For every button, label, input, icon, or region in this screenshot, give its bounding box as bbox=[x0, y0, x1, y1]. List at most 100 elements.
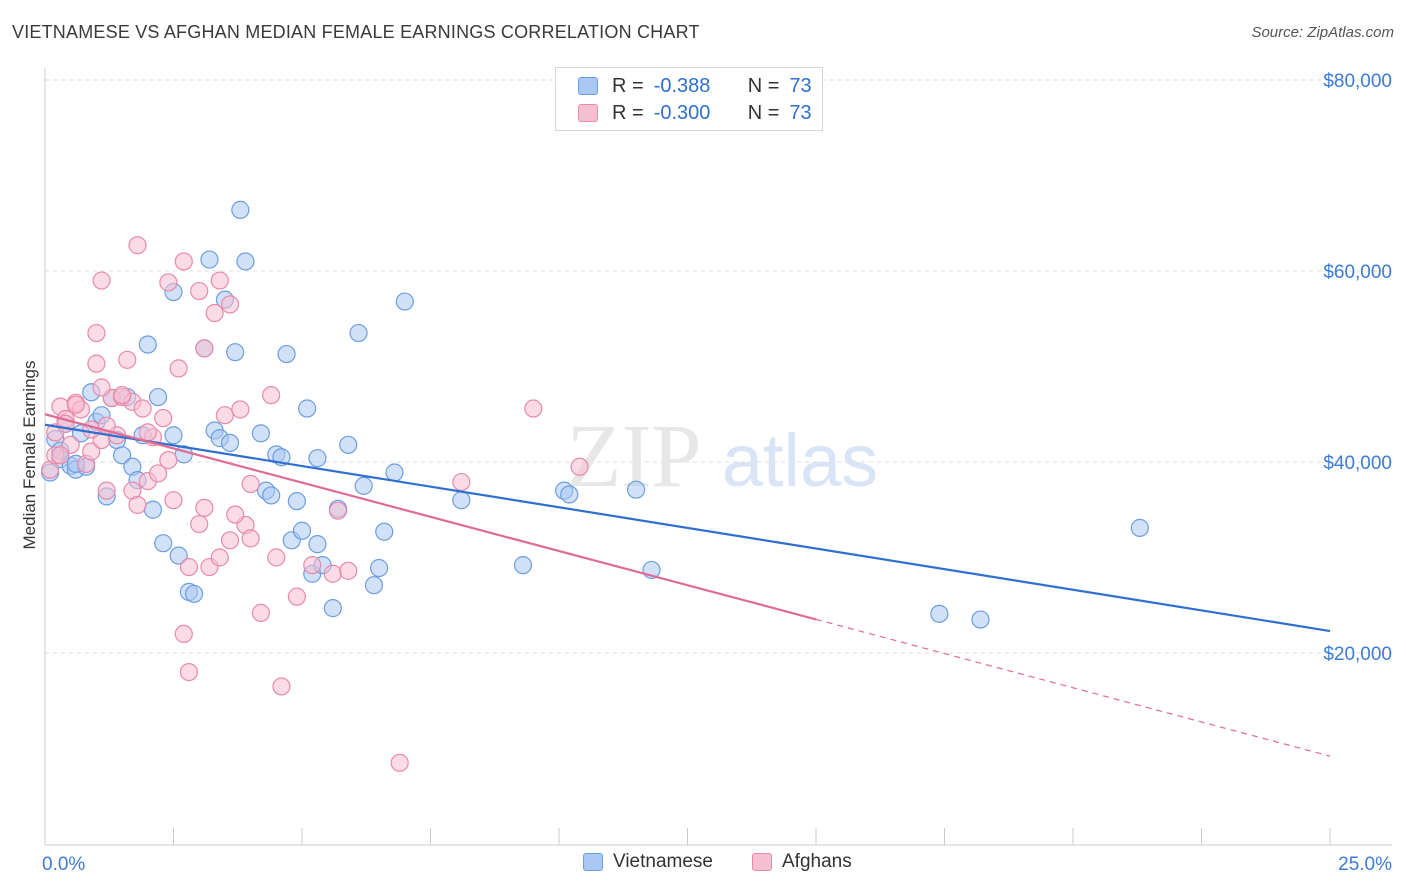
point-afghans bbox=[570, 457, 589, 476]
chart-title: VIETNAMESE VS AFGHAN MEDIAN FEMALE EARNI… bbox=[12, 22, 700, 42]
point-afghans bbox=[179, 557, 199, 577]
point-afghans bbox=[251, 603, 270, 622]
point-afghans bbox=[267, 548, 286, 567]
point-afghans bbox=[159, 273, 178, 292]
y-tick-label: $40,000 bbox=[1323, 453, 1392, 474]
point-afghans bbox=[66, 395, 85, 414]
point-afghans bbox=[452, 472, 471, 492]
point-afghans bbox=[328, 501, 348, 520]
point-vietnamese bbox=[148, 387, 168, 407]
point-vietnamese bbox=[154, 534, 173, 553]
point-vietnamese bbox=[169, 546, 188, 565]
point-afghans bbox=[241, 529, 260, 548]
point-afghans bbox=[390, 753, 409, 772]
point-afghans bbox=[195, 339, 214, 358]
point-vietnamese bbox=[385, 463, 404, 482]
r-label: R = bbox=[612, 74, 644, 97]
point-afghans bbox=[133, 399, 152, 418]
point-vietnamese bbox=[375, 522, 394, 541]
point-afghans bbox=[179, 662, 199, 682]
legend-swatch-afghans bbox=[752, 853, 772, 871]
point-afghans bbox=[262, 386, 281, 405]
point-afghans bbox=[97, 481, 116, 500]
stats-box: R = -0.388 N = 73 R = -0.300 N = 73 bbox=[555, 67, 823, 131]
r-label: R = bbox=[612, 101, 644, 124]
point-afghans bbox=[159, 450, 178, 470]
point-afghans bbox=[164, 491, 183, 510]
point-afghans bbox=[220, 295, 240, 314]
point-vietnamese bbox=[143, 500, 163, 519]
point-afghans bbox=[92, 271, 111, 290]
stats-row-vietnamese: R = -0.388 N = 73 bbox=[578, 73, 812, 99]
point-vietnamese bbox=[164, 426, 183, 445]
point-afghans bbox=[190, 281, 209, 301]
y-tick-label: $60,000 bbox=[1323, 262, 1392, 283]
point-vietnamese bbox=[452, 491, 471, 510]
point-afghans bbox=[215, 406, 234, 425]
point-afghans bbox=[323, 564, 342, 583]
point-vietnamese bbox=[287, 492, 306, 511]
point-vietnamese bbox=[236, 252, 255, 271]
legend-item-vietnamese[interactable]: Vietnamese bbox=[583, 851, 713, 873]
point-afghans bbox=[272, 677, 291, 696]
watermark: ZIP atlas bbox=[567, 407, 879, 506]
point-vietnamese bbox=[251, 424, 270, 443]
point-vietnamese bbox=[231, 200, 250, 219]
point-afghans bbox=[524, 399, 543, 418]
point-afghans bbox=[339, 561, 358, 580]
point-vietnamese bbox=[308, 535, 327, 554]
point-vietnamese bbox=[513, 556, 533, 575]
point-afghans bbox=[287, 587, 306, 606]
point-vietnamese bbox=[292, 521, 312, 540]
point-afghans bbox=[210, 271, 229, 290]
point-afghans bbox=[205, 303, 224, 323]
trend-lines bbox=[44, 413, 1331, 757]
point-afghans bbox=[303, 556, 322, 575]
point-vietnamese bbox=[930, 604, 949, 623]
point-afghans bbox=[51, 446, 70, 465]
axes bbox=[44, 68, 1392, 846]
legend-item-afghans[interactable]: Afghans bbox=[752, 851, 852, 873]
n-value-afghans: 73 bbox=[789, 101, 812, 124]
point-afghans bbox=[154, 408, 173, 428]
point-vietnamese bbox=[364, 576, 384, 595]
point-vietnamese bbox=[339, 435, 358, 454]
point-afghans bbox=[231, 400, 250, 419]
point-afghans bbox=[226, 505, 245, 524]
point-afghans bbox=[190, 514, 209, 534]
point-afghans bbox=[174, 252, 193, 271]
afghans-swatch bbox=[578, 104, 598, 122]
point-afghans bbox=[112, 386, 132, 405]
stats-row-afghans: R = -0.300 N = 73 bbox=[578, 100, 812, 126]
point-afghans bbox=[241, 474, 260, 494]
point-vietnamese bbox=[308, 449, 327, 468]
y-tick-label: $20,000 bbox=[1323, 644, 1392, 665]
point-afghans bbox=[128, 495, 147, 515]
point-vietnamese bbox=[277, 344, 296, 364]
y-axis-label: Median Female Earnings bbox=[20, 360, 39, 550]
point-vietnamese bbox=[226, 343, 245, 362]
point-afghans bbox=[148, 464, 168, 483]
legend-label-afghans: Afghans bbox=[782, 851, 852, 872]
point-vietnamese bbox=[262, 486, 281, 505]
x-tick-label-max: 25.0% bbox=[1338, 854, 1392, 875]
legend-swatch-vietnamese bbox=[583, 853, 603, 871]
point-vietnamese bbox=[298, 399, 317, 418]
y-tick-label: $80,000 bbox=[1323, 71, 1392, 92]
n-value-vietnamese: 73 bbox=[789, 74, 812, 97]
point-vietnamese bbox=[560, 485, 579, 504]
point-vietnamese bbox=[349, 323, 368, 343]
point-vietnamese bbox=[626, 480, 646, 499]
point-afghans bbox=[195, 498, 214, 517]
point-afghans bbox=[128, 236, 147, 255]
point-afghans bbox=[138, 423, 157, 442]
point-afghans bbox=[118, 350, 137, 369]
point-vietnamese bbox=[971, 610, 990, 629]
n-label: N = bbox=[747, 101, 780, 124]
r-value-vietnamese: -0.388 bbox=[653, 74, 711, 97]
point-vietnamese bbox=[323, 599, 342, 618]
watermark-atlas: atlas bbox=[722, 419, 878, 502]
n-label: N = bbox=[747, 74, 780, 97]
tick-labels: $20,000 $40,000 $60,000 $80,000 0.0% 25.0% bbox=[42, 71, 1392, 875]
